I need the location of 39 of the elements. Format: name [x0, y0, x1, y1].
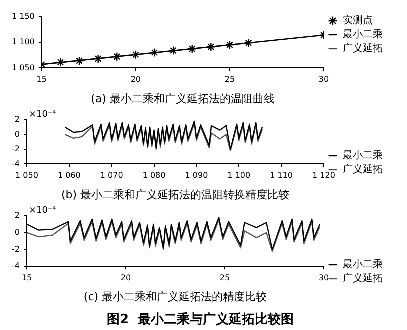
x-tick-label: 25 [224, 75, 236, 84]
x-tick-label: 1 060 [58, 171, 81, 180]
legend-label: 最小二乘 [343, 150, 383, 162]
x-axis-title: (b) 最小二乘和广义延拓法的温阻转换精度比较 [61, 188, 290, 202]
legend-label: 广义延拓 [343, 42, 383, 55]
y-tick-label: 2 [14, 211, 20, 220]
x-tick-label: 1 110 [270, 171, 294, 180]
x-tick-label: 1 090 [185, 171, 208, 180]
legend-label: 广义延拓 [343, 164, 383, 176]
legend-label: 广义延拓 [343, 272, 383, 285]
x-tick-label: 20 [120, 273, 132, 282]
text: 图2 最小二乘与广义延拓比较图 [106, 312, 294, 328]
x-tick-label: 30 [318, 75, 330, 84]
x-tick-label: 1 100 [228, 171, 251, 180]
x-axis-title: (c) 最小二乘和广义延拓法的精度比较 [84, 290, 268, 304]
y-tick-label: -2 [12, 144, 20, 154]
legend-label: 实测点 [343, 14, 373, 27]
y-tick-label: 1 050 [12, 63, 35, 72]
y-tick-label: -4 [12, 262, 20, 271]
x-axis-title: (a) 最小二乘和广义延拓法的温阻曲线 [91, 92, 275, 106]
legend-label: 最小二乘 [343, 258, 383, 271]
x-tick-label: 20 [130, 75, 142, 84]
y-tick-label: 0 [14, 130, 20, 139]
x-tick-label: 30 [318, 273, 330, 282]
y-tick-label: -2 [12, 244, 20, 254]
x-tick-label: 1 120 [312, 171, 336, 180]
legend-label: 最小二乘 [343, 28, 383, 41]
text: ×10⁻⁴ [28, 206, 57, 216]
text: ×10⁻⁴ [28, 110, 57, 120]
y-tick-label: 2 [14, 115, 20, 124]
y-tick-label: 0 [14, 228, 20, 237]
y-tick-label: 1 100 [12, 38, 35, 47]
y-tick-label: 1 150 [12, 12, 35, 21]
y-tick-label: -4 [12, 159, 20, 168]
x-tick-label: 25 [220, 273, 230, 282]
x-tick-label: 15 [36, 75, 47, 84]
x-tick-label: 15 [22, 273, 32, 282]
x-tick-label: 1 080 [142, 171, 166, 180]
x-tick-label: 1 070 [100, 171, 124, 180]
